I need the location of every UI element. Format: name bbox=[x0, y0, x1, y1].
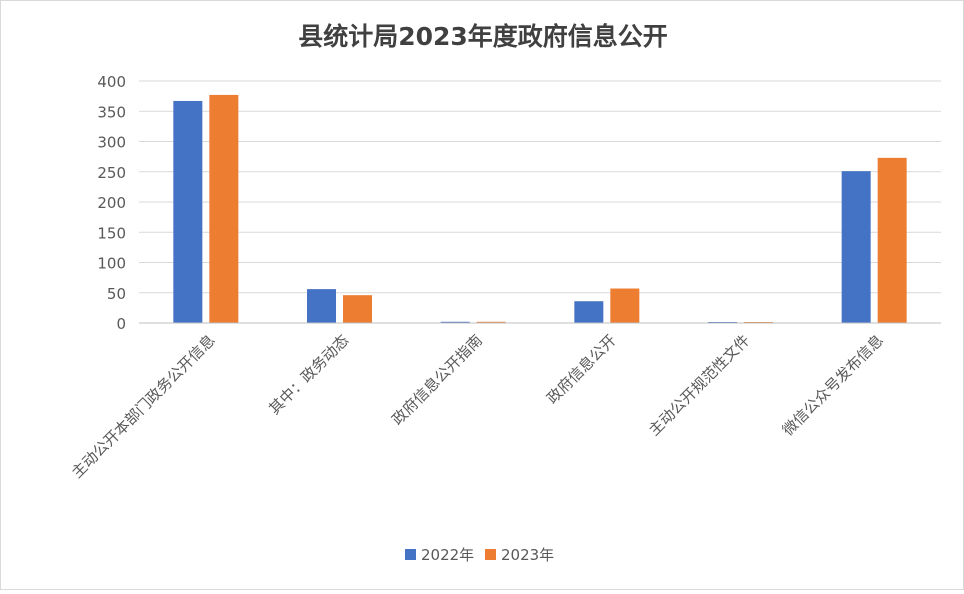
y-tick-label: 100 bbox=[97, 255, 126, 273]
bar-series-2-0 bbox=[209, 94, 239, 323]
bars bbox=[173, 94, 907, 323]
y-tick-label: 50 bbox=[107, 285, 126, 303]
y-axis-tick-labels: 0 50 100 150 200 250 300 350 400 bbox=[97, 73, 126, 333]
bar-series-2-5 bbox=[877, 157, 907, 323]
x-category-label: 主动公开规范性文件 bbox=[645, 331, 753, 439]
bar-series-1-2 bbox=[440, 321, 470, 323]
x-axis-category-labels: 主动公开本部门政务公开信息 其中：政务动态 政府信息公开指南 政府信息公开 主动公开规范… bbox=[68, 331, 887, 482]
y-tick-label: 150 bbox=[97, 224, 126, 242]
bar-series-1-1 bbox=[307, 289, 336, 323]
legend-label: 2022年 bbox=[421, 546, 474, 564]
bar-series-2-2 bbox=[476, 321, 506, 323]
y-tick-label: 300 bbox=[97, 134, 126, 152]
y-tick-label: 0 bbox=[116, 315, 126, 333]
y-tick-label: 250 bbox=[97, 164, 126, 182]
x-category-label: 政府信息公开指南 bbox=[388, 331, 486, 429]
y-tick-label: 350 bbox=[97, 103, 126, 121]
legend-label: 2023年 bbox=[501, 546, 554, 564]
grid-lines bbox=[139, 80, 941, 294]
y-tick-label: 400 bbox=[97, 73, 126, 91]
legend-swatch bbox=[405, 549, 416, 560]
bar-series-1-5 bbox=[841, 171, 871, 323]
chart-title: 县统计局2023年度政府信息公开 bbox=[298, 22, 668, 51]
bar-series-1-0 bbox=[173, 100, 203, 323]
bar-series-1-3 bbox=[574, 301, 604, 323]
bar-series-2-3 bbox=[610, 288, 640, 323]
x-category-label: 其中：政务动态 bbox=[265, 331, 352, 418]
y-tick-label: 200 bbox=[97, 194, 126, 212]
x-category-label: 政府信息公开 bbox=[543, 331, 619, 407]
x-category-label: 微信公众号发布信息 bbox=[779, 331, 887, 439]
legend: 2022年 2023年 bbox=[405, 546, 554, 564]
legend-swatch bbox=[485, 549, 496, 560]
x-category-label: 主动公开本部门政务公开信息 bbox=[68, 331, 219, 482]
bar-series-2-1 bbox=[343, 295, 372, 323]
